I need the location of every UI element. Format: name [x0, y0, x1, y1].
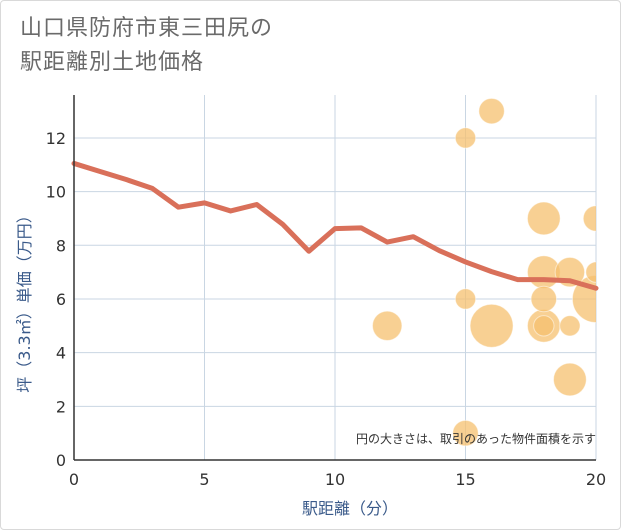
- y-tick-label-12: 12: [46, 129, 66, 148]
- chart-title: 山口県防府市東三田尻の 駅距離別土地価格: [20, 12, 273, 80]
- tick-labels: 0 2 4 6 8 10 12 0 5 10 15 20: [46, 129, 607, 489]
- bubble-point: [469, 303, 514, 348]
- price-line: [71, 160, 599, 291]
- y-tick-label-4: 4: [56, 344, 66, 363]
- bubble-point: [559, 315, 581, 337]
- x-tick-label-0: 0: [69, 470, 79, 489]
- bubble-point: [371, 310, 403, 342]
- y-tick-label-0: 0: [56, 451, 66, 470]
- bubble-point: [553, 362, 587, 397]
- x-tick-label-20: 20: [586, 470, 606, 489]
- y-tick-label-6: 6: [56, 290, 66, 309]
- x-tick-label-5: 5: [199, 470, 209, 489]
- y-tick-label-10: 10: [46, 183, 66, 202]
- bubble-point: [530, 285, 558, 313]
- y-axis-title: 坪（3.3㎡）単価（万円）: [15, 207, 34, 392]
- bubble-point: [454, 288, 477, 310]
- x-tick-label-10: 10: [325, 470, 345, 489]
- bubble-point: [526, 201, 561, 236]
- y-tick-label-8: 8: [56, 236, 66, 255]
- bubble-point: [454, 127, 477, 149]
- title-line-1: 山口県防府市東三田尻の: [20, 16, 274, 41]
- y-tick-label-2: 2: [56, 397, 66, 416]
- grid: [74, 95, 597, 460]
- axes: [73, 95, 596, 461]
- title-line-2: 駅距離別土地価格: [20, 50, 205, 75]
- bubble-point: [533, 315, 555, 337]
- bubble-point: [452, 419, 479, 447]
- bubble-size-note: 円の大きさは、取引のあった物件面積を示す: [356, 431, 596, 446]
- bubble-point: [585, 261, 596, 283]
- price-line-series: [71, 160, 599, 291]
- bubble-point: [478, 97, 505, 125]
- x-tick-label-15: 15: [455, 470, 475, 489]
- x-axis-title: 駅距離（分）: [302, 499, 398, 518]
- bubble-point: [582, 205, 596, 232]
